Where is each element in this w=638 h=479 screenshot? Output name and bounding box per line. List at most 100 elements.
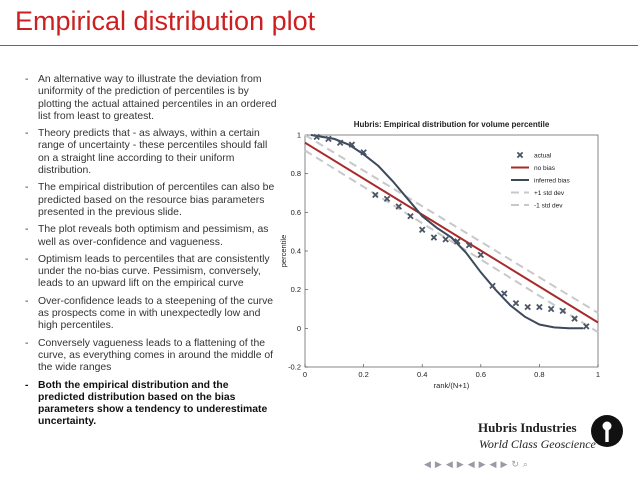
actual-point [547,305,555,313]
actual-point [536,303,543,311]
bullet-item: Conversely vagueness leads to a flatteni… [24,338,278,375]
actual-point [465,241,473,249]
marker-stroke [454,238,461,245]
actual-point [430,234,438,241]
legend-label: no bias [534,165,556,172]
actual-point [571,315,578,322]
actual-point [512,299,520,307]
actual-point [313,133,320,141]
y-tick-label: 0 [297,324,301,333]
actual-point [395,203,402,210]
x-tick-label: 0.6 [476,370,486,379]
marker-stroke [395,203,402,210]
y-tick-label: 0.8 [291,169,301,178]
bullet-item: The plot reveals both optimism and pessi… [24,224,278,249]
actual-point [348,141,356,148]
actual-point [418,226,426,233]
nav-first-icon[interactable]: ◀ [424,459,432,469]
marker-stroke [383,195,391,203]
actual-point [501,290,508,297]
actual-point [454,238,461,245]
y-axis-label: percentile [279,235,288,268]
legend-label: +1 std dev [534,190,565,197]
marker-stroke [418,226,426,233]
y-tick-label: -0.2 [288,363,301,372]
x-tick-label: 0.2 [358,370,368,379]
marker-stroke [559,307,567,315]
actual-point [360,149,367,156]
legend-label: -1 std dev [534,203,563,210]
x-tick-label: 0.4 [417,370,427,379]
nav-next-section-icon[interactable]: ▶ [456,459,465,469]
actual-point [442,236,449,243]
title-divider [0,45,638,46]
x-tick-label: 1 [596,370,600,379]
bullet-item: The empirical distribution of percentile… [24,182,278,219]
y-tick-label: 0.6 [291,208,301,217]
marker-stroke [489,282,496,290]
nav-prev-frame-icon[interactable]: ▶ [434,459,443,469]
legend-label: inferred bias [534,178,571,185]
marker-stroke [571,315,578,322]
marker-stroke [372,191,379,199]
marker-stroke [348,141,356,148]
nav-next-sub-icon[interactable]: ▶ [478,459,487,469]
marker-stroke [313,133,320,141]
empirical-distribution-chart: 0 0.2 0.4 0.6 0.8 1-0.200.20.40.60.81Hubris: … [279,120,600,390]
actual-point [325,135,332,143]
company-logo-mark-icon [591,415,623,447]
bullet-list: An alternative way to illustrate the dev… [24,74,278,434]
marker-stroke [512,299,520,307]
marker-stroke [583,323,590,330]
nav-prev-section-icon[interactable]: ◀ [445,459,454,469]
bullet-item: Theory predicts that - as always, within… [24,128,278,177]
nav-refresh-icon[interactable]: ↻ [511,459,520,469]
company-tagline: World Class Geoscience [479,437,596,451]
actual-point [477,251,485,259]
marker-stroke [547,305,555,313]
marker-stroke [524,303,531,311]
company-name: Hubris Industries [478,420,577,435]
marker-stroke [465,241,473,249]
marker-stroke [407,212,414,220]
nav-search-icon[interactable]: ⌕ [522,459,529,469]
y-tick-label: 0.4 [291,247,301,256]
marker-stroke [430,234,438,241]
marker-stroke [501,290,508,297]
series-line-no-bias [304,141,599,324]
bullet-item: Over-confidence leads to a steepening of… [24,296,278,333]
y-tick-label: 1 [297,131,301,140]
actual-point [489,282,496,290]
actual-point [407,212,414,220]
actual-point [524,303,531,311]
slide-title: Empirical distribution plot [15,6,316,36]
x-tick-label: 0 [303,370,307,379]
actual-point [583,323,590,330]
series-line-1-std-dev [304,134,599,314]
slide-navigation[interactable]: ◀ ▶ ◀ ▶ ◀ ▶ ◀ ▶ ↻ ⌕ [424,459,532,470]
y-tick-label: 0.2 [291,285,301,294]
chart-title: Hubris: Empirical distribution for volum… [354,120,550,129]
marker-stroke [360,149,367,156]
marker-stroke [536,303,543,311]
x-tick-label: 0.8 [534,370,544,379]
marker-stroke [477,251,485,259]
nav-prev-icon[interactable]: ◀ [489,459,498,469]
nav-next-icon[interactable]: ▶ [500,459,509,469]
legend-label: actual [534,153,552,160]
x-axis-label: rank/(N+1) [434,381,470,390]
legend-marker-actual [516,151,524,159]
bullet-item: An alternative way to illustrate the dev… [24,74,278,123]
actual-point [559,307,567,315]
marker-stroke [516,151,524,159]
series-line-inferred-bias [310,134,584,330]
bullet-item: Optimism leads to percentiles that are c… [24,254,278,291]
actual-point [383,195,391,203]
marker-stroke [442,236,449,243]
actual-point [336,139,344,146]
bullet-item-conclusion: Both the empirical distribution and the … [24,380,278,429]
actual-point [372,191,379,199]
nav-prev-sub-icon[interactable]: ◀ [467,459,476,469]
marker-stroke [336,139,344,146]
marker-stroke [325,135,332,143]
